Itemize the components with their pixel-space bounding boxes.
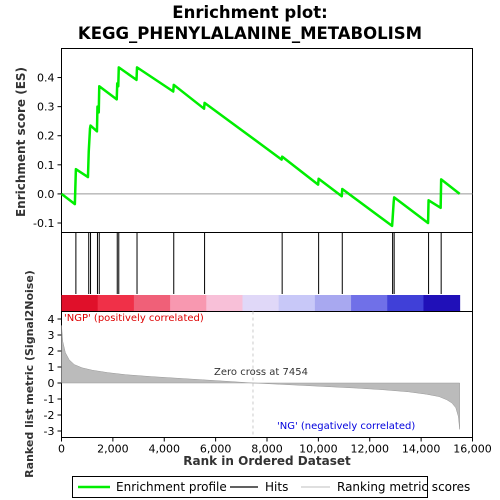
x-tick-label: 10,000 bbox=[299, 443, 338, 456]
legend: Enrichment profile Hits Ranking metric s… bbox=[72, 476, 470, 498]
ranked-metric-fill bbox=[61, 325, 460, 430]
heatbar-segment bbox=[351, 295, 388, 311]
x-tick-label: 14,000 bbox=[402, 443, 441, 456]
rank-tick-label: 2 bbox=[48, 345, 55, 358]
legend-hits-label: Hits bbox=[265, 480, 288, 494]
es-tick-label: 0.2 bbox=[37, 130, 55, 143]
metric-panel bbox=[61, 311, 473, 438]
heatbar-segment bbox=[387, 295, 424, 311]
chart-title-line1: Enrichment plot: bbox=[172, 3, 327, 22]
rank-axis-title: Ranked list metric (Signal2Noise) bbox=[23, 270, 36, 478]
heatbar-segment bbox=[423, 295, 461, 311]
rank-tick-label: 0 bbox=[48, 377, 55, 390]
x-axis-title: Rank in Ordered Dataset bbox=[183, 454, 351, 468]
chart-title-line2: KEGG_PHENYLALANINE_METABOLISM bbox=[78, 24, 422, 43]
x-tick-label: 12,000 bbox=[351, 443, 390, 456]
es-tick-label: 0.1 bbox=[37, 159, 55, 172]
heatbar-segment bbox=[278, 295, 316, 311]
heatbar-segment bbox=[170, 295, 207, 311]
rank-tick-label: -2 bbox=[44, 409, 55, 422]
es-panel bbox=[61, 48, 473, 233]
x-axis-ticks: 0 2,000 4,000 6,000 8,000 10,000 12,000 14,000 1… bbox=[58, 437, 492, 456]
heatbar-segment bbox=[206, 295, 243, 311]
x-tick-label: 0 bbox=[58, 443, 65, 456]
x-tick-label: 4,000 bbox=[149, 443, 181, 456]
enrichment-profile-line bbox=[60, 66, 461, 228]
rank-tick-label: 1 bbox=[48, 361, 55, 374]
rank-tick-label: -3 bbox=[44, 425, 55, 438]
enrichment-profile-curve bbox=[60, 66, 461, 228]
zero-cross-label: Zero cross at 7454 bbox=[214, 367, 308, 378]
legend-metric-label: Ranking metric scores bbox=[337, 480, 470, 494]
es-axis-title: Enrichment score (ES) bbox=[14, 67, 28, 217]
rank-tick-label: -1 bbox=[44, 393, 55, 406]
positive-correlation-label: 'NGP' (positively correlated) bbox=[64, 313, 204, 324]
x-tick-label: 16,000 bbox=[453, 443, 492, 456]
es-tick-label: 0.3 bbox=[37, 101, 55, 114]
heatbar-segment bbox=[242, 295, 280, 311]
rank-heatbar bbox=[61, 295, 461, 311]
es-tick-label: -0.1 bbox=[33, 217, 54, 230]
heatbar-segment bbox=[61, 295, 99, 311]
hit-lines bbox=[75, 232, 442, 294]
heatbar-segment bbox=[133, 295, 171, 311]
heatbar-segment bbox=[97, 295, 135, 311]
x-tick-label: 6,000 bbox=[200, 443, 232, 456]
es-tick-label: 0.4 bbox=[37, 72, 55, 85]
x-tick-label: 2,000 bbox=[97, 443, 129, 456]
negative-correlation-label: 'NG' (negatively correlated) bbox=[277, 421, 415, 432]
legend-profile-label: Enrichment profile bbox=[116, 480, 227, 494]
es-tick-label: 0.0 bbox=[37, 188, 55, 201]
rank-y-axis-ticks: -3 -2 -1 0 1 2 3 4 bbox=[44, 313, 62, 438]
rank-tick-label: 3 bbox=[48, 329, 55, 342]
heatbar-segment bbox=[314, 295, 352, 311]
x-tick-label: 8,000 bbox=[251, 443, 283, 456]
ranked-metric-area bbox=[61, 311, 460, 438]
es-y-axis-ticks: -0.1 0.0 0.1 0.2 0.3 0.4 bbox=[33, 72, 62, 230]
rank-tick-label: 4 bbox=[48, 313, 55, 326]
